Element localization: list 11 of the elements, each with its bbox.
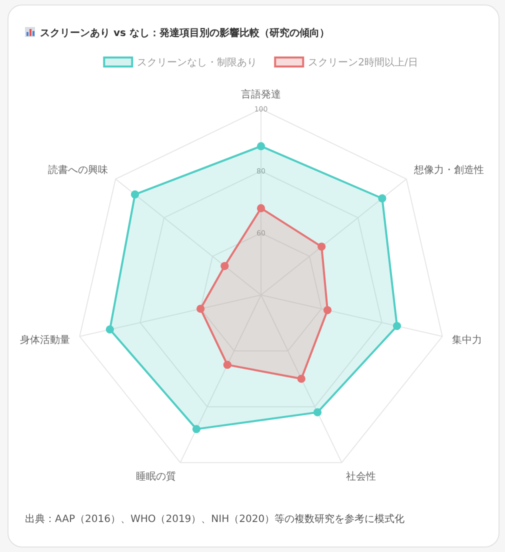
spoke-label: 想像力・創造性	[413, 164, 484, 176]
legend-label: スクリーン2時間以上/日	[308, 56, 418, 68]
chart-title: スクリーンあり vs なし：発達項目別の影響比較（研究の傾向）	[40, 27, 330, 39]
spoke-label: 集中力	[452, 334, 482, 346]
spoke-label: 読書への興味	[48, 164, 108, 176]
spoke-label: 睡眠の質	[136, 470, 176, 483]
legend-label: スクリーンなし・制限あり	[137, 56, 258, 68]
spoke-label: 言語発達	[241, 88, 281, 100]
spoke-label: 社会性	[346, 470, 376, 483]
spoke-label: 身体活動量	[20, 334, 70, 346]
source-note: 出典：AAP（2016）、WHO（2019）、NIH（2020）等の複数研究を参考に模式化	[25, 513, 405, 525]
